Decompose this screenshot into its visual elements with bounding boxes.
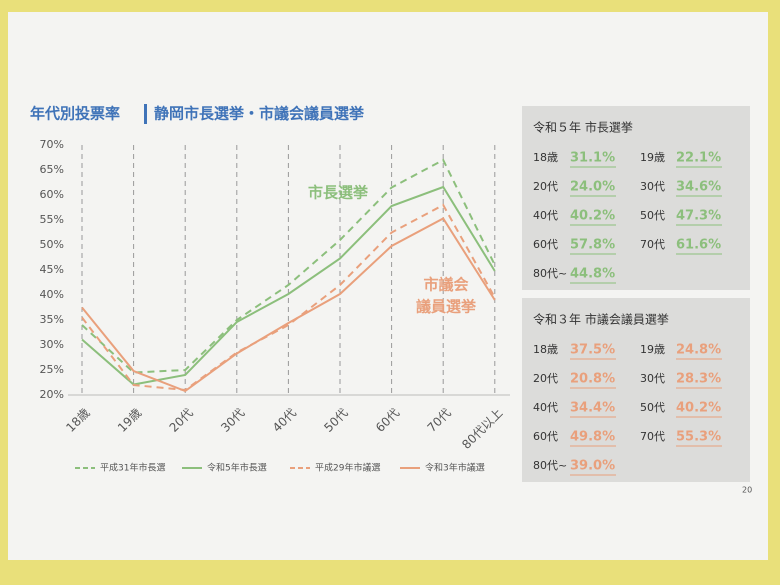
y-tick-label: 25% (40, 363, 64, 376)
annotation: 市長選挙 (308, 184, 369, 202)
panel-value: 39.0% (570, 459, 615, 474)
panel-title: 令和５年 市長選挙 (533, 120, 633, 135)
panel-value: 61.6% (676, 238, 721, 253)
annotation: 市議会 (423, 276, 468, 294)
panel-label: 19歳 (640, 343, 665, 356)
panel-bg (522, 106, 750, 290)
panel-label: 70代 (640, 430, 665, 443)
panel-label: 20代 (533, 180, 558, 193)
panel-value: 34.6% (676, 180, 721, 195)
panel-label: 30代 (640, 372, 665, 385)
panel-value: 57.8% (570, 238, 615, 253)
y-tick-label: 50% (40, 238, 64, 251)
y-tick-label: 20% (40, 388, 64, 401)
panel-label: 70代 (640, 238, 665, 251)
panel-value: 24.8% (676, 343, 721, 358)
panel-value: 47.3% (676, 209, 721, 224)
panel-value: 55.3% (676, 430, 721, 445)
panel-label: 50代 (640, 209, 665, 222)
y-tick-label: 70% (40, 138, 64, 151)
y-tick-label: 30% (40, 338, 64, 351)
subtitle: 静岡市長選挙・市議会議員選挙 (154, 105, 365, 123)
panel-label: 40代 (533, 209, 558, 222)
y-tick-label: 35% (40, 313, 64, 326)
panel-label: 18歳 (533, 343, 558, 356)
panel-label: 80代~ (533, 459, 567, 472)
panel-title: 令和３年 市議会議員選挙 (533, 312, 669, 327)
y-tick-label: 65% (40, 163, 64, 176)
panel-value: 24.0% (570, 180, 615, 195)
legend-label: 令和5年市長選 (207, 462, 267, 474)
panel-label: 20代 (533, 372, 558, 385)
title: 年代別投票率 (30, 105, 120, 123)
panel-label: 40代 (533, 401, 558, 414)
panel-value: 31.1% (570, 151, 615, 166)
page-number: 20 (742, 486, 752, 495)
legend-label: 平成29年市議選 (315, 462, 380, 474)
y-tick-label: 55% (40, 213, 64, 226)
series-line (81, 185, 496, 386)
panel-value: 49.8% (570, 430, 615, 445)
legend-label: 平成31年市長選 (100, 462, 165, 474)
panel-value: 34.4% (570, 401, 615, 416)
series-line (81, 158, 496, 374)
panel-bg (522, 298, 750, 482)
panel-value: 40.2% (570, 209, 615, 224)
panel-value: 40.2% (676, 401, 721, 416)
panel-label: 30代 (640, 180, 665, 193)
annotation: 議員選挙 (416, 298, 477, 316)
y-tick-label: 60% (40, 188, 64, 201)
y-tick-label: 45% (40, 263, 64, 276)
panel-label: 18歳 (533, 151, 558, 164)
panel-label: 60代 (533, 430, 558, 443)
panel-value: 44.8% (570, 267, 615, 282)
panel-label: 19歳 (640, 151, 665, 164)
panel-label: 80代~ (533, 267, 567, 280)
title-divider (144, 104, 147, 124)
panel-label: 60代 (533, 238, 558, 251)
panel-label: 50代 (640, 401, 665, 414)
y-tick-label: 40% (40, 288, 64, 301)
series-line (81, 203, 496, 392)
panel-value: 22.1% (676, 151, 721, 166)
panel-value: 20.8% (570, 372, 615, 387)
panel-value: 28.3% (676, 372, 721, 387)
legend-label: 令和3年市議選 (425, 462, 485, 474)
series-line (81, 217, 496, 393)
panel-value: 37.5% (570, 343, 615, 358)
